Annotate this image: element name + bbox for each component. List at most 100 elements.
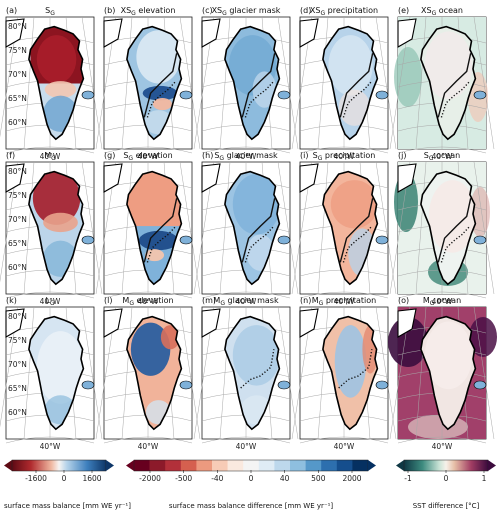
meridian-line <box>415 161 427 295</box>
greenland-coastline <box>28 315 85 431</box>
panel-letter: (m) <box>202 296 216 305</box>
diff-colorbar-tick-label: -500 <box>175 474 192 483</box>
meridian-line <box>375 16 397 150</box>
canada-coastline <box>299 308 319 338</box>
canada-coastline <box>299 163 319 193</box>
smb-colorbar-tick-label: -1600 <box>25 474 47 483</box>
meridian-line <box>415 306 427 440</box>
panel-title-main: S <box>313 151 318 160</box>
diff-colorbar-segment <box>165 460 182 471</box>
panel-title-subscript: G <box>50 10 55 17</box>
panel-title-main: S <box>45 6 50 15</box>
field-blob <box>36 35 77 84</box>
panel-title: LG <box>45 296 54 307</box>
panel-letter: (c) <box>202 6 213 15</box>
sst-colorbar-label: SST difference [°C] <box>413 502 480 510</box>
field-blob <box>330 180 378 229</box>
canada-coastline <box>103 308 123 338</box>
iceland <box>81 90 95 100</box>
longitude-label: 40°W <box>138 297 159 306</box>
panel-title-subscript: G <box>320 10 325 17</box>
meridian-line <box>317 16 329 150</box>
longitude-label: 40°W <box>334 442 355 451</box>
field-blob <box>334 325 367 398</box>
greenland-coastline <box>126 170 183 286</box>
panel-title: XSG precipitation <box>310 6 378 17</box>
diff-colorbar-tick-label: 500 <box>311 474 326 483</box>
longitude-label: 40°W <box>40 297 61 306</box>
solid-contour <box>241 198 276 263</box>
ela-contour <box>244 225 275 263</box>
meridian-line <box>23 161 35 295</box>
diff-colorbar-segment <box>149 460 166 471</box>
latitude-label: 70°N <box>8 360 27 369</box>
meridian-line <box>317 306 329 440</box>
meridian-line <box>23 16 35 150</box>
diff-colorbar-segment <box>243 460 260 471</box>
latitude-label: 75°N <box>8 46 27 55</box>
greenland-coastline <box>28 170 85 286</box>
ocean-anomaly <box>469 317 497 357</box>
meridian-line <box>317 161 329 295</box>
panel-title-main: M <box>213 296 220 305</box>
field-blob <box>428 180 476 253</box>
canada-coastline <box>5 163 25 193</box>
iceland <box>179 90 193 100</box>
longitude-label: 40°W <box>138 442 159 451</box>
diff-colorbar-segment <box>196 460 213 471</box>
panel-title-rest: elevation <box>133 151 173 160</box>
meridian-line <box>81 306 103 440</box>
panel-title: SG <box>45 6 55 17</box>
latitude-label: 65°N <box>8 384 27 393</box>
diff-colorbar-segment <box>321 460 338 471</box>
panel-title: SG elevation <box>123 151 172 162</box>
meridian-line <box>121 16 133 150</box>
field-blob <box>232 325 280 386</box>
panel-title-rest: precipitation <box>325 6 378 15</box>
panel-letter: (o) <box>398 296 409 305</box>
iceland <box>473 235 487 245</box>
panel-title: XSG ocean <box>421 6 463 17</box>
meridian-line <box>219 306 231 440</box>
panel-title-rest: precipitation <box>322 151 375 160</box>
panel-letter: (a) <box>6 6 17 15</box>
canada-coastline <box>201 163 221 193</box>
field-blob <box>32 171 81 225</box>
longitude-label: 40°W <box>40 442 61 451</box>
colorbar-layer: -1600 0 1600 surface mass balance [mm WE yr… <box>4 459 496 510</box>
iceland <box>375 90 389 100</box>
panel-title-subscript: G <box>128 155 133 162</box>
latitude-label: 60°N <box>8 118 27 127</box>
panel-letter: (g) <box>104 151 115 160</box>
ela-contour <box>244 80 275 118</box>
ela-contour <box>240 349 275 389</box>
field-blob <box>43 212 78 233</box>
panel-title-subscript: G <box>429 155 434 162</box>
panel-title-rest: glacier mask <box>224 151 278 160</box>
colorbar-min-arrow <box>396 460 404 471</box>
panel-title-rest: elevation <box>134 296 174 305</box>
solid-contour <box>437 198 472 263</box>
canada-coastline <box>103 18 123 48</box>
panel-title-main: M <box>423 296 430 305</box>
field-blob <box>252 71 277 108</box>
colorbar-max-arrow <box>488 460 496 471</box>
diff-colorbar-max-arrow <box>368 460 376 471</box>
panel-title-subscript: G <box>220 300 225 307</box>
diff-colorbar-tick-label: -40 <box>211 474 223 483</box>
diff-colorbar-tick-label: 40 <box>280 474 290 483</box>
canada-coastline <box>103 163 123 193</box>
meridian-line <box>179 16 201 150</box>
diff-colorbar-segment <box>336 460 353 471</box>
meridian-line <box>473 161 495 295</box>
panel-title-main: S <box>123 151 128 160</box>
field-blob <box>338 89 371 126</box>
panel-title: XSG glacier mask <box>212 6 281 17</box>
field-blob <box>424 321 473 390</box>
